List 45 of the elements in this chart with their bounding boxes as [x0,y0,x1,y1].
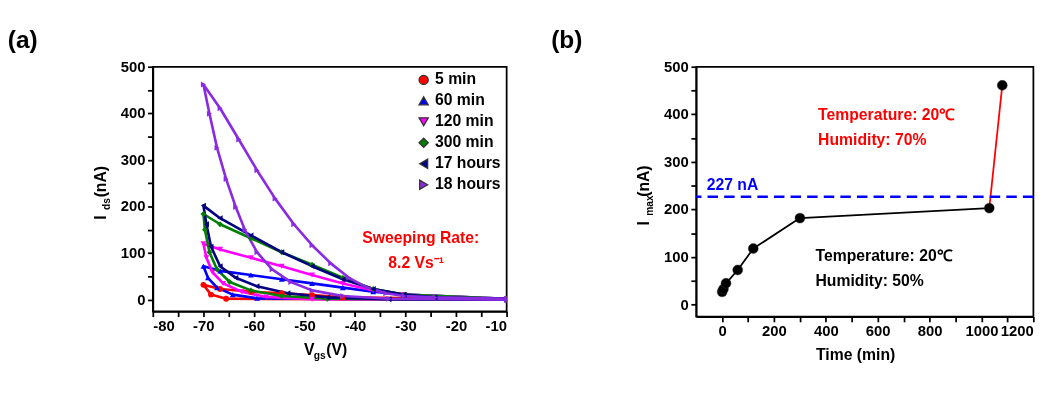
legend-label: 5 min [435,70,477,88]
legend-label: 17 hours [435,154,501,172]
x-tick-label: -70 [193,318,215,335]
annotation: Humidity: 50% [815,272,924,290]
y-tick-label: 300 [120,151,146,168]
y-tick-label: 300 [664,153,689,170]
legend-label: 120 min [435,112,494,130]
ref-line-label: 227 nA [706,175,759,193]
x-tick-label: 800 [917,323,943,340]
y-tick-label: 0 [137,291,146,308]
legend-label: 300 min [435,133,494,151]
chart-title: (a) [7,26,38,54]
y-tick-label: 400 [120,105,146,122]
x-tick-label: -30 [395,318,417,335]
legend-label: 18 hours [435,175,501,193]
x-tick-label: -40 [344,318,367,335]
x-tick-label: 400 [813,323,839,340]
y-tick-label: 200 [120,198,146,215]
y-axis-title: Ids(nA) [91,165,113,220]
x-tick-label: -60 [243,318,266,335]
x-axis-title: Time (min) [816,346,896,364]
legend-label: 60 min [435,91,485,109]
x-tick-label: 1000 [965,323,999,340]
x-tick-label: 0 [718,323,727,340]
x-tick-label: -10 [485,318,508,335]
x-tick-label: 1200 [1000,323,1034,340]
annotation: 8.2 Vs⁻¹ [388,253,445,271]
y-tick-label: 500 [664,58,689,75]
x-tick-label: 200 [762,323,787,340]
y-tick-label: 500 [120,58,146,75]
x-tick-label: -80 [153,318,175,335]
x-tick-label: 600 [865,323,891,340]
annotation: Sweeping Rate: [362,228,480,246]
chart-title: (b) [551,26,583,54]
y-tick-label: 0 [680,296,689,313]
annotation: Humidity: 70% [818,130,927,148]
annotation: Temperature: 20℃ [818,106,956,124]
y-axis-title: Imax(nA) [635,165,656,226]
annotation: Temperature: 20℃ [815,247,953,265]
y-tick-label: 100 [120,244,146,261]
y-tick-label: 400 [664,106,689,123]
x-tick-label: -50 [294,318,316,335]
x-tick-label: -20 [445,318,468,335]
y-tick-label: 200 [664,201,689,218]
y-tick-label: 100 [664,248,689,265]
